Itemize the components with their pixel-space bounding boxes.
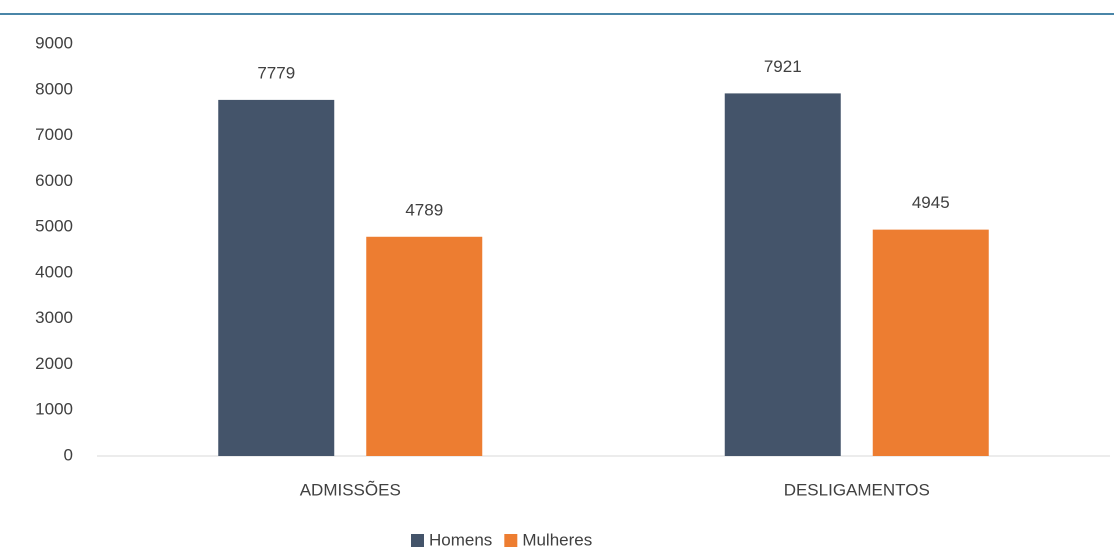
x-tick-label: ADMISSÕES	[300, 480, 401, 499]
y-tick-label: 3000	[35, 308, 73, 327]
y-tick-label: 0	[64, 445, 73, 464]
y-tick-label: 8000	[35, 79, 73, 98]
y-tick-label: 1000	[35, 400, 73, 419]
legend-swatch	[504, 534, 518, 547]
bar	[724, 93, 841, 456]
bar	[872, 229, 989, 456]
data-label: 4945	[912, 193, 950, 212]
y-tick-label: 2000	[35, 354, 73, 373]
legend-label: Mulheres	[522, 530, 592, 549]
legend-swatch	[411, 534, 424, 547]
data-label: 7779	[257, 63, 295, 82]
y-tick-label: 9000	[35, 33, 73, 52]
y-tick-label: 7000	[35, 125, 73, 144]
legend-label: Homens	[429, 530, 492, 549]
data-label: 7921	[764, 57, 802, 76]
x-tick-label: DESLIGAMENTOS	[784, 480, 930, 499]
bar	[218, 99, 335, 457]
y-tick-label: 5000	[35, 217, 73, 236]
y-tick-label: 4000	[35, 262, 73, 281]
data-label: 4789	[405, 200, 443, 219]
bar	[366, 236, 483, 456]
y-tick-label: 6000	[35, 171, 73, 190]
